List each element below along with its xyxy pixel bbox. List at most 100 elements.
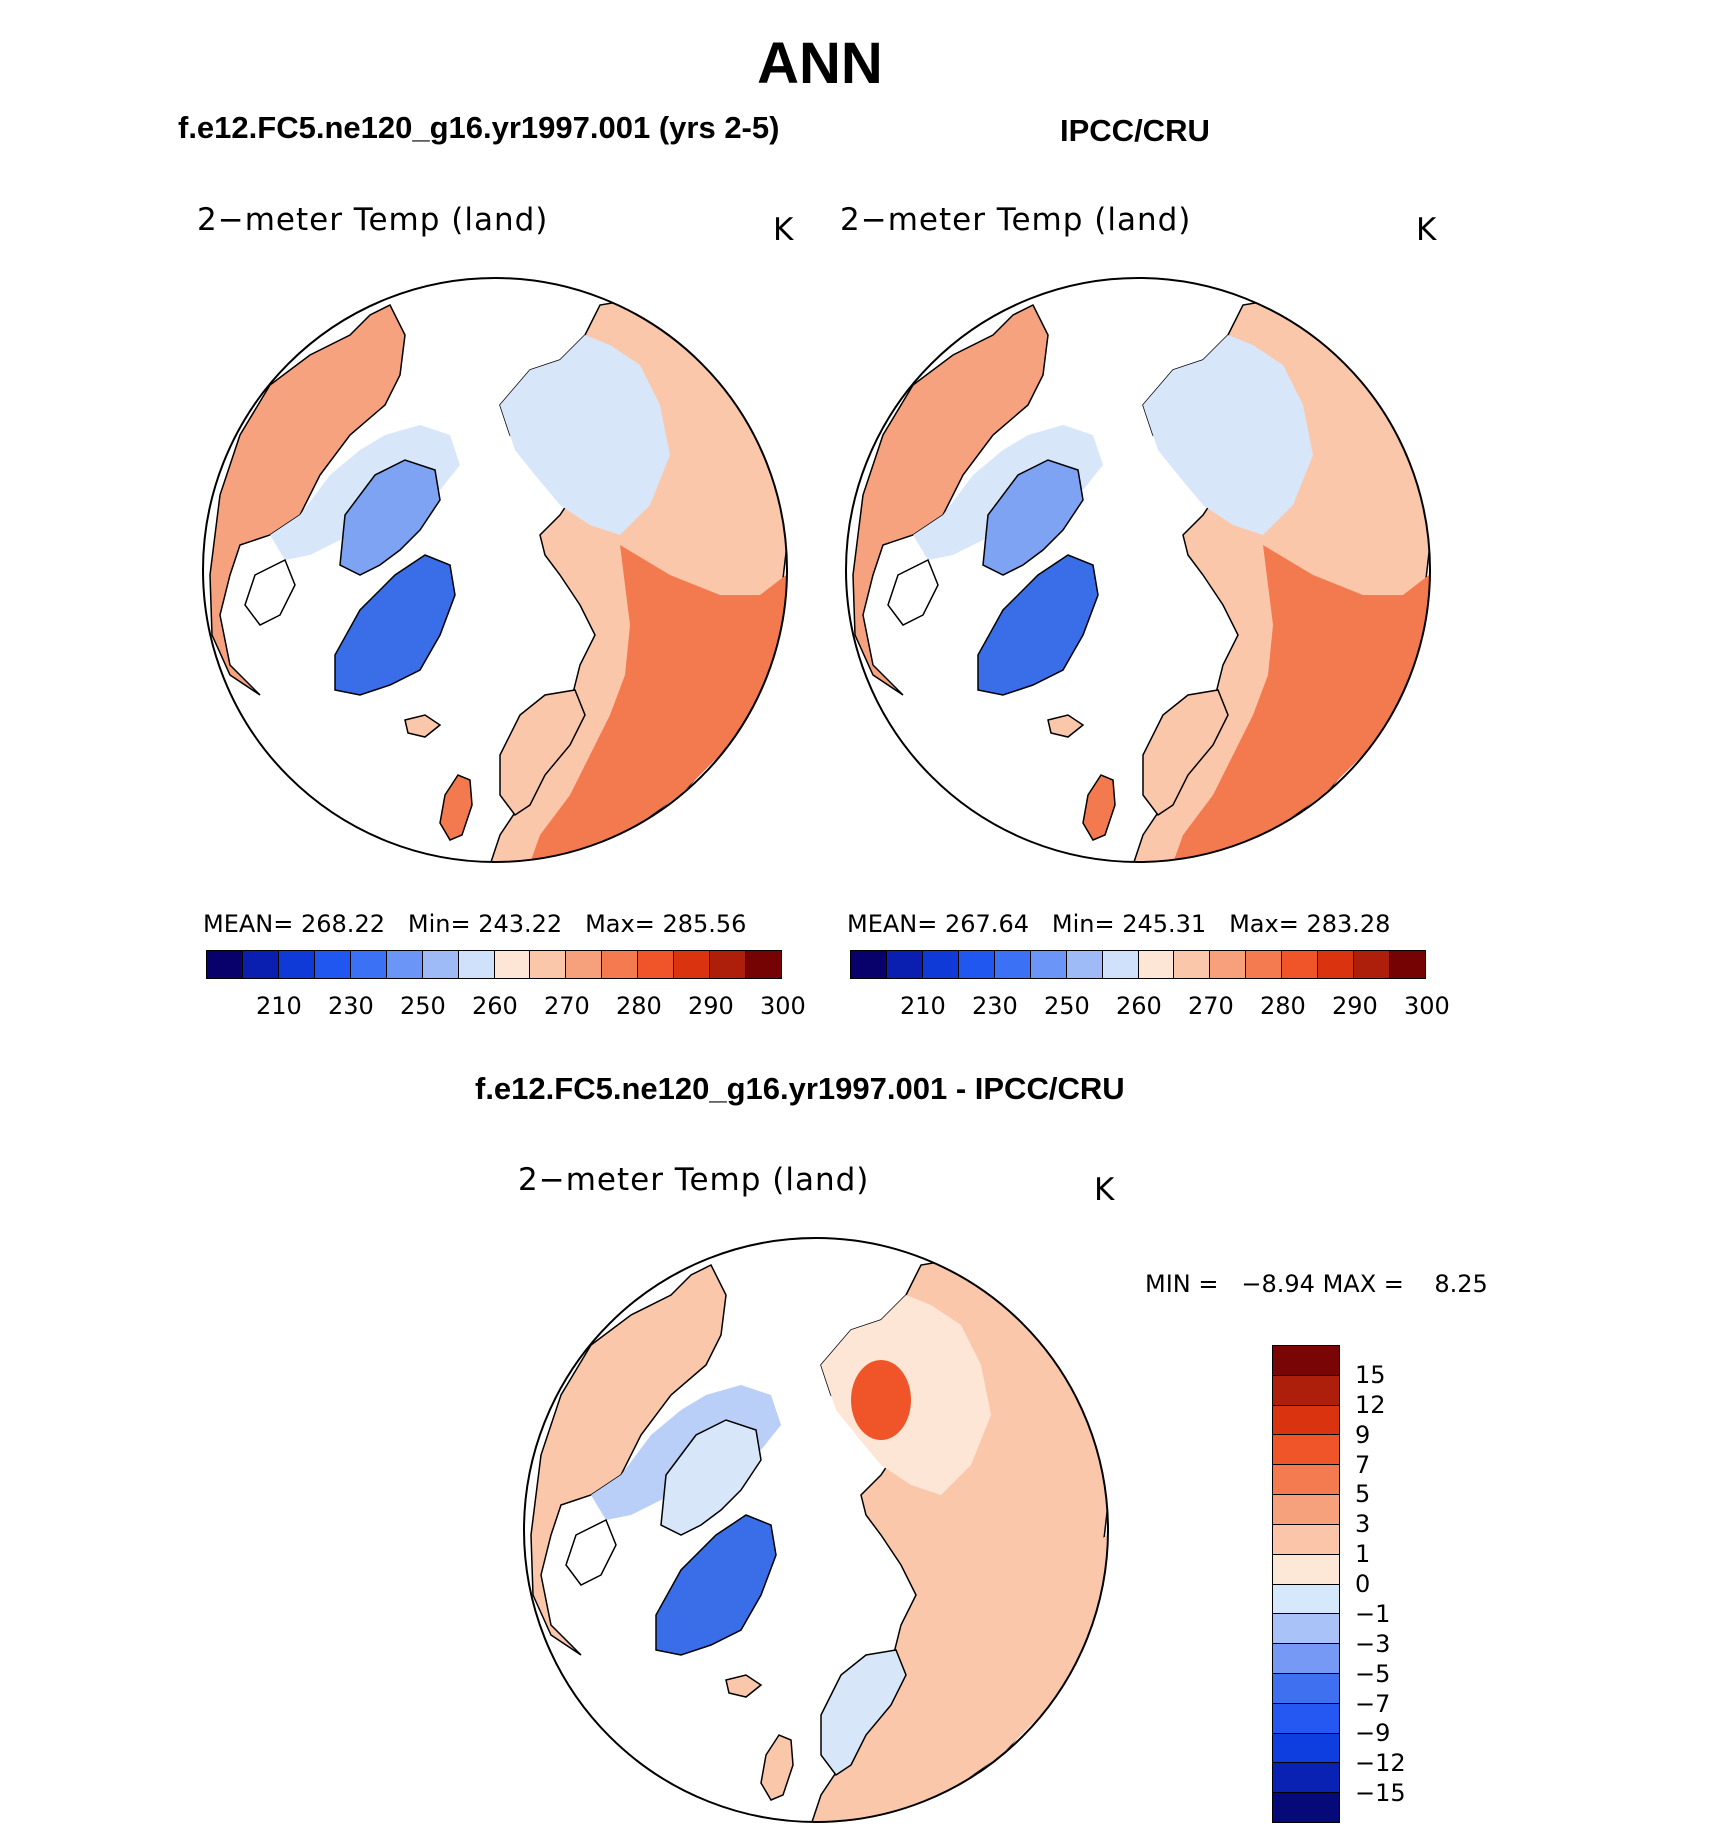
colorbar-swatch <box>922 951 959 978</box>
scandinavia-land <box>499 689 586 817</box>
min-value: 243.22 <box>478 910 563 938</box>
colorbar-swatch <box>530 951 567 978</box>
land-group <box>203 278 787 862</box>
colorbar-tick-label: 280 <box>1260 992 1306 1020</box>
colorbar-tick-label: 1 <box>1355 1540 1371 1569</box>
left-colorbar <box>206 950 782 979</box>
colorbar-swatch <box>1273 1435 1339 1466</box>
colorbar-swatch <box>566 951 603 978</box>
land-group <box>524 1238 1108 1822</box>
colorbar-swatch <box>1273 1524 1339 1555</box>
colorbar-swatch <box>1210 951 1247 978</box>
colorbar-tick-label: −3 <box>1355 1629 1391 1658</box>
colorbar-tick-label: 270 <box>1188 992 1234 1020</box>
max-value: 283.28 <box>1306 910 1391 938</box>
max-label: Max= <box>585 910 655 938</box>
colorbar-tick-label: 210 <box>256 992 302 1020</box>
colorbar-tick-label: −7 <box>1355 1689 1391 1718</box>
colorbar-tick-label: 300 <box>1404 992 1450 1020</box>
difference-panel-title: f.e12.FC5.ne120_g16.yr1997.001 - IPCC/CR… <box>475 1071 1125 1106</box>
british-isles-land <box>760 1734 794 1801</box>
colorbar-tick-label: 7 <box>1355 1450 1371 1479</box>
colorbar-tick-label: 230 <box>328 992 374 1020</box>
colorbar-swatch <box>350 951 387 978</box>
colorbar-swatch <box>1138 951 1175 978</box>
colorbar-swatch <box>458 951 495 978</box>
max-value: 8.25 <box>1434 1270 1488 1298</box>
colorbar-swatch <box>1273 1346 1339 1376</box>
colorbar-swatch <box>994 951 1031 978</box>
colorbar-tick-label: 3 <box>1355 1510 1371 1539</box>
colorbar-tick-label: −15 <box>1355 1779 1406 1808</box>
colorbar-swatch <box>1066 951 1103 978</box>
colorbar-swatch <box>494 951 531 978</box>
hudson-bay <box>244 558 296 626</box>
colorbar-swatch <box>1273 1554 1339 1585</box>
greenland-land <box>977 554 1099 696</box>
colorbar-swatch <box>674 951 711 978</box>
right-panel-title: IPCC/CRU <box>1060 113 1210 148</box>
colorbar-swatch <box>1273 1793 1339 1822</box>
colorbar-swatch <box>1273 1405 1339 1436</box>
mean-value: 268.22 <box>301 910 385 938</box>
warm-anomaly-patch <box>851 1360 911 1440</box>
left-panel-title: f.e12.FC5.ne120_g16.yr1997.001 (yrs 2-5) <box>178 110 780 145</box>
map-boundary-circle <box>202 277 788 863</box>
colorbar-swatch <box>314 951 351 978</box>
colorbar-swatch <box>422 951 459 978</box>
mean-value: 267.64 <box>945 910 1029 938</box>
left-polar-map <box>202 277 788 863</box>
colorbar-swatch <box>638 951 675 978</box>
colorbar-swatch <box>1246 951 1283 978</box>
map-boundary-circle <box>845 277 1431 863</box>
canadian-archipelago-land <box>982 459 1084 576</box>
colorbar-swatch <box>207 951 243 978</box>
southern-eurasia-band <box>530 545 787 862</box>
colorbar-swatch <box>1174 951 1211 978</box>
colorbar-swatch <box>1273 1495 1339 1525</box>
colorbar-tick-label: 250 <box>400 992 446 1020</box>
mean-label: MEAN= <box>847 910 938 938</box>
greenland-land <box>655 1514 777 1656</box>
colorbar-tick-label: −1 <box>1355 1599 1391 1628</box>
hudson-bay <box>887 558 939 626</box>
north-america-land <box>209 303 406 696</box>
min-value: 245.31 <box>1122 910 1207 938</box>
hudson-bay <box>565 1518 617 1586</box>
min-value: −8.94 <box>1241 1270 1315 1298</box>
colorbar-swatch <box>851 951 887 978</box>
difference-units-label: K <box>1094 1172 1116 1208</box>
colorbar-swatch <box>1273 1703 1339 1734</box>
min-label: Min= <box>407 910 471 938</box>
colorbar-tick-label: 230 <box>972 992 1018 1020</box>
siberia-region <box>500 335 670 535</box>
colorbar-swatch <box>1273 1763 1339 1794</box>
colorbar-swatch <box>278 951 315 978</box>
right-stats: MEAN= 267.64 Min= 245.31 Max= 283.28 <box>847 910 1390 938</box>
mean-label: MEAN= <box>203 910 294 938</box>
min-label: Min= <box>1051 910 1115 938</box>
british-isles-land <box>439 774 473 841</box>
colorbar-swatch <box>242 951 279 978</box>
left-stats: MEAN= 268.22 Min= 243.22 Max= 285.56 <box>203 910 746 938</box>
left-units-label: K <box>773 212 795 248</box>
left-colorbar-ticks: 210 230 250 260 270 280 290 300 <box>206 992 806 1022</box>
north-america-land <box>530 1263 727 1656</box>
colorbar-swatch <box>386 951 423 978</box>
southern-eurasia-band <box>851 1505 1108 1822</box>
colorbar-swatch <box>1273 1375 1339 1406</box>
main-title: ANN <box>757 31 883 96</box>
right-colorbar <box>850 950 1426 979</box>
scandinavia-land <box>1142 689 1229 817</box>
siberia-region <box>1143 335 1313 535</box>
colorbar-tick-label: 9 <box>1355 1420 1371 1449</box>
max-value: 285.56 <box>662 910 747 938</box>
colorbar-tick-label: −12 <box>1355 1749 1406 1778</box>
right-colorbar-ticks: 210 230 250 260 270 280 290 300 <box>850 992 1450 1022</box>
scandinavia-land <box>820 1649 907 1777</box>
colorbar-swatch <box>1273 1584 1339 1615</box>
colorbar-swatch <box>710 951 747 978</box>
colorbar-swatch <box>602 951 639 978</box>
iceland-land <box>404 714 442 738</box>
north-america-land <box>852 303 1049 696</box>
